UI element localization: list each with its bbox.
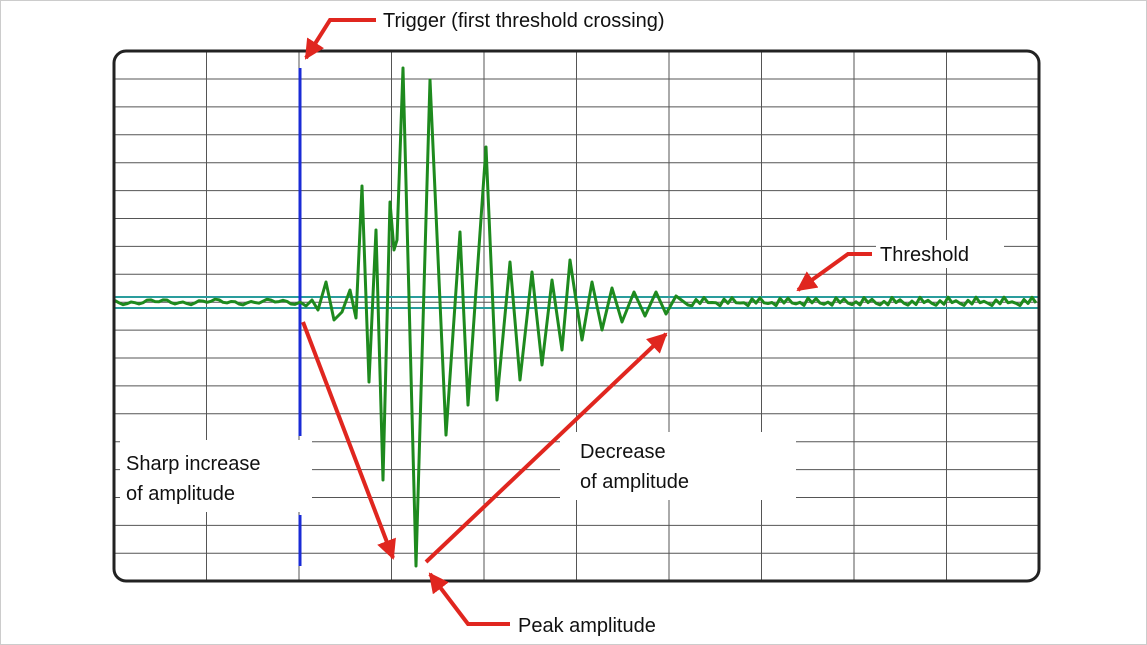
waveform: [114, 66, 1038, 568]
annotation: Trigger (first threshold crossing): [383, 10, 665, 32]
annotation: Sharp increase: [126, 453, 261, 475]
scope-frame: [112, 49, 1041, 583]
label-box: [120, 440, 312, 512]
annotation: Threshold: [880, 244, 969, 266]
arrow: [304, 18, 376, 60]
arrow: [301, 321, 396, 560]
annotation: of amplitude: [126, 483, 235, 505]
label-box: [560, 432, 796, 500]
arrow: [424, 332, 668, 564]
arrows: [301, 18, 872, 626]
annotation: Decrease: [580, 441, 666, 463]
arrow: [796, 252, 872, 292]
annotation: Peak amplitude: [518, 615, 656, 637]
arrow: [428, 572, 510, 626]
annotation: of amplitude: [580, 471, 689, 493]
label-box: [876, 240, 1004, 268]
